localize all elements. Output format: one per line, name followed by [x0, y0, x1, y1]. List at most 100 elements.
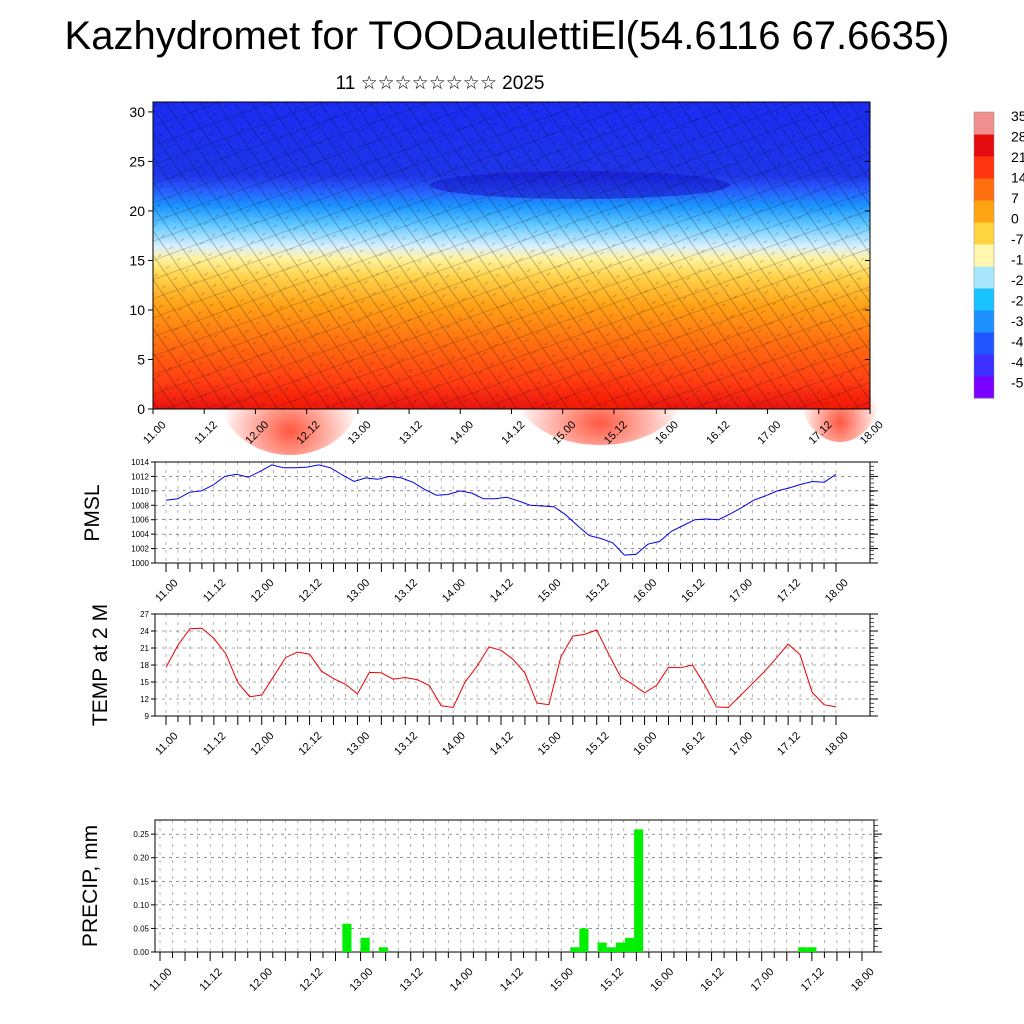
x-tick-label: 11.12	[197, 966, 224, 993]
chart-title: Kazhydromet for TOODaulettiEl(54.6116 67…	[64, 14, 950, 58]
y-tick-label: 0	[137, 401, 145, 417]
colorbar-label: -7	[1011, 231, 1024, 247]
y-tick-label: 20	[129, 203, 145, 219]
x-tick-label: 16.12	[698, 966, 726, 994]
x-tick-label: 16.12	[679, 577, 707, 605]
y-tick-label: 0.05	[133, 924, 149, 933]
x-tick-label: 15.12	[584, 577, 612, 605]
y-tick-label: 27	[140, 610, 149, 619]
y-tick-label: 15	[140, 678, 149, 687]
x-tick-label: 14.00	[440, 577, 468, 605]
colorbar-swatch	[974, 134, 994, 157]
y-tick-label: 9	[145, 712, 150, 721]
x-tick-label: 12.12	[296, 577, 324, 605]
y-tick-label: 21	[140, 644, 149, 653]
y-tick-label: 1002	[131, 545, 149, 554]
x-tick-label: 14.00	[448, 419, 476, 447]
precip-bar	[342, 923, 352, 952]
series-line	[165, 464, 837, 556]
series-line	[165, 627, 837, 709]
precip-bar	[360, 937, 370, 952]
y-tick-label: 1006	[131, 516, 149, 525]
x-tick-label: 11.12	[201, 730, 228, 757]
x-tick-label: 17.12	[799, 966, 827, 994]
x-tick-label: 17.12	[775, 577, 803, 605]
x-tick-label: 11.00	[141, 419, 168, 446]
x-tick-label: 17.00	[749, 966, 777, 994]
y-tick-label: 1000	[131, 559, 149, 568]
colorbar-label: -5	[1011, 375, 1024, 391]
precip-bar	[798, 947, 808, 952]
x-tick-label: 18.00	[823, 730, 851, 758]
y-tick-label: 30	[129, 104, 145, 120]
x-tick-label: 18.00	[849, 966, 877, 994]
x-tick-label: 15.12	[584, 730, 612, 758]
x-tick-label: 11.12	[192, 419, 219, 446]
y-tick-label: 5	[137, 351, 145, 367]
x-tick-label: 17.12	[775, 730, 803, 758]
x-tick-label: 13.00	[344, 730, 372, 758]
precip-bar	[606, 947, 616, 952]
precip-bar	[807, 947, 817, 952]
x-tick-label: 15.12	[598, 966, 626, 994]
colorbar-label: -1	[1011, 252, 1024, 268]
chart-subtitle: 11 ☆☆☆☆☆☆☆☆ 2025	[335, 73, 545, 94]
y-tick-label: 1010	[131, 487, 149, 496]
pmsl-panel: PMSL 1000 1002 1004 1006 1008 1010 1012 1014 11.…	[81, 458, 878, 605]
x-tick-label: 12.00	[249, 577, 277, 605]
x-tick-label: 14.12	[499, 419, 527, 447]
x-tick-label: 11.12	[201, 577, 228, 604]
temp-panel: TEMP at 2 M 9 12 15 18 21 24 27 11.00 11.12 12.00…	[89, 604, 878, 758]
y-tick-label: 25	[129, 153, 145, 169]
y-tick-label: 18	[140, 661, 149, 670]
precip-bar	[624, 937, 635, 952]
x-tick-label: 14.12	[498, 966, 526, 994]
x-tick-label: 13.12	[392, 730, 420, 758]
x-tick-label: 14.00	[448, 966, 476, 994]
x-tick-label: 15.00	[548, 966, 576, 994]
colorbar-swatch	[974, 354, 994, 377]
colorbar-swatch	[974, 244, 994, 267]
x-tick-label: 16.12	[679, 730, 707, 758]
x-tick-label: 11.00	[153, 730, 180, 757]
colorbar-label: 21	[1011, 149, 1024, 165]
x-tick-label: 12.12	[297, 966, 325, 994]
x-tick-label: 14.12	[488, 577, 516, 605]
colorbar-label: 14	[1011, 170, 1024, 186]
y-tick-label: 10	[129, 302, 145, 318]
colorbar-label: -2	[1011, 293, 1024, 309]
cross-section-y-axis: 0 5 10 15 20 25 30	[129, 104, 870, 417]
colorbar-swatch	[974, 222, 994, 245]
colorbar-swatch	[974, 310, 994, 333]
x-tick-label: 15.00	[536, 577, 564, 605]
x-tick-label: 13.12	[397, 419, 425, 447]
y-tick-label: 15	[129, 252, 145, 268]
x-tick-label: 12.12	[296, 730, 324, 758]
x-tick-label: 17.00	[755, 419, 783, 447]
colorbar-label: -4	[1011, 334, 1024, 350]
panel-frame	[154, 819, 875, 953]
y-tick-label: 1012	[131, 472, 149, 481]
colorbar-label: 35	[1011, 108, 1024, 124]
y-tick-label: 24	[140, 627, 149, 636]
colorbar-swatch	[974, 288, 994, 311]
colorbar-swatch	[974, 332, 994, 355]
precip-bar	[570, 947, 580, 952]
x-tick-label: 12.00	[249, 730, 277, 758]
x-tick-label: 12.00	[247, 966, 275, 994]
x-tick-label: 14.12	[488, 730, 516, 758]
colorbar-swatch	[974, 376, 994, 399]
colorbar-label: -4	[1011, 354, 1024, 370]
y-tick-label: 0.00	[133, 948, 149, 957]
colorbar-label: -3	[1011, 313, 1024, 329]
colorbar-swatch	[974, 178, 994, 201]
x-tick-label: 16.12	[704, 419, 732, 447]
y-tick-label: 0.10	[133, 901, 149, 910]
x-tick-label: 17.00	[727, 577, 755, 605]
x-tick-label: 17.00	[727, 730, 755, 758]
precip-panel: PRECIP, mm 0.00 0.05 0.10 0.15 0.20 0.25 11.00…	[79, 819, 882, 994]
colorbar-swatch	[974, 200, 994, 223]
y-tick-label: 1008	[131, 501, 149, 510]
x-tick-label: 11.00	[147, 966, 174, 993]
